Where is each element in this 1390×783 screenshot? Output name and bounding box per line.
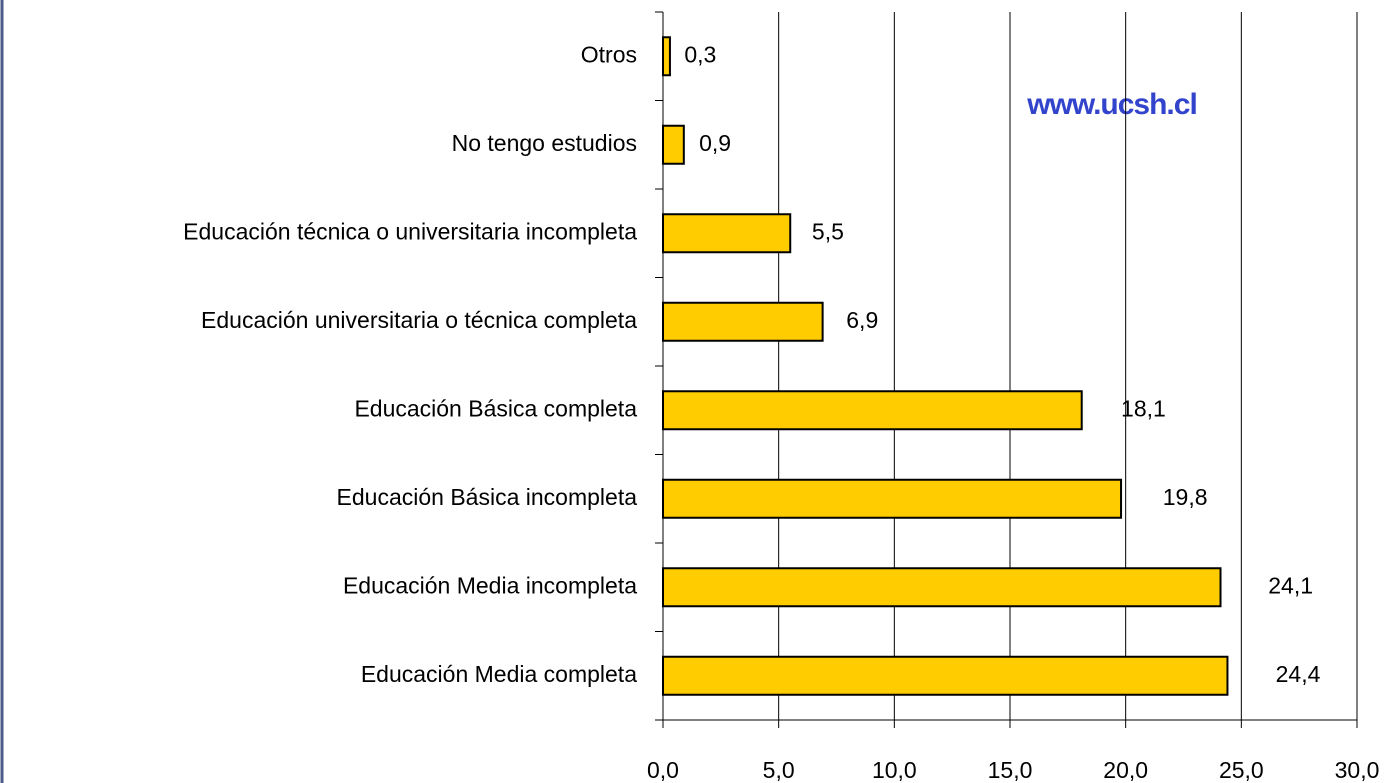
y-tick-label: Otros	[581, 41, 637, 67]
x-tick-label: 10,0	[872, 757, 917, 783]
value-label: 19,8	[1163, 484, 1208, 510]
bar	[662, 567, 1222, 608]
value-label: 6,9	[846, 307, 878, 333]
y-tick-label: No tengo estudios	[452, 130, 637, 156]
y-tick-label: Educación Media incompleta	[343, 572, 637, 598]
value-label: 24,1	[1268, 572, 1313, 598]
bar	[662, 655, 1229, 696]
value-label: 18,1	[1121, 395, 1166, 421]
x-tick-label: 25,0	[1219, 757, 1264, 783]
watermark: www.ucsh.cl	[1026, 88, 1197, 121]
bar	[662, 301, 824, 342]
y-tick-label: Educación Básica completa	[354, 395, 637, 421]
value-label: 0,9	[699, 130, 731, 156]
x-tick-label: 15,0	[988, 757, 1033, 783]
y-tick-label: Educación técnica o universitaria incomp…	[183, 218, 637, 244]
bar	[662, 36, 671, 77]
bar	[662, 478, 1123, 519]
y-tick-label: Educación universitaria o técnica comple…	[201, 307, 637, 333]
bar	[662, 213, 792, 254]
y-tick-label: Educación Media completa	[361, 661, 637, 687]
bar	[662, 124, 685, 165]
value-label: 0,3	[684, 41, 716, 67]
x-tick-label: 5,0	[763, 757, 795, 783]
value-label: 5,5	[812, 218, 844, 244]
x-tick-label: 0,0	[647, 757, 679, 783]
value-label: 24,4	[1276, 661, 1321, 687]
x-tick-label: 30,0	[1335, 757, 1380, 783]
y-tick-label: Educación Básica incompleta	[337, 484, 638, 510]
bar	[662, 390, 1083, 431]
x-tick-label: 20,0	[1103, 757, 1148, 783]
